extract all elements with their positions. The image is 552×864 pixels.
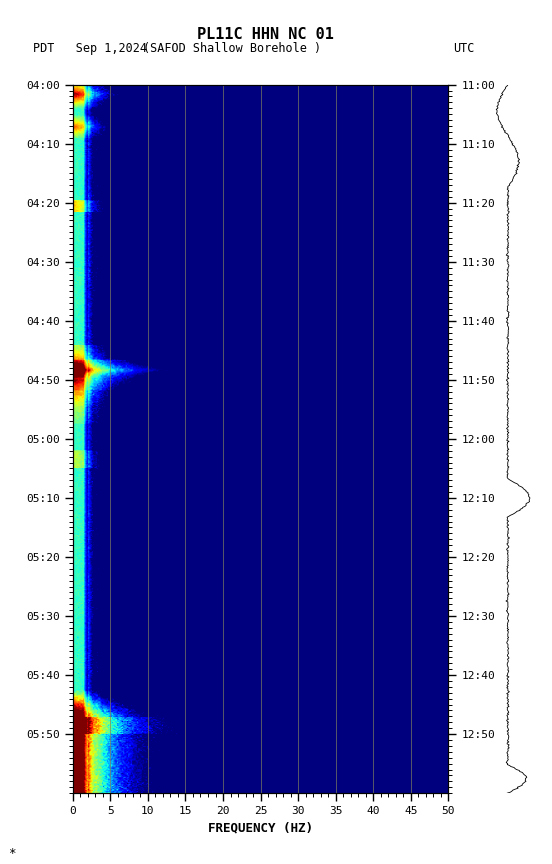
X-axis label: FREQUENCY (HZ): FREQUENCY (HZ) xyxy=(208,822,313,835)
Text: (SAFOD Shallow Borehole ): (SAFOD Shallow Borehole ) xyxy=(143,41,321,55)
Text: PL11C HHN NC 01: PL11C HHN NC 01 xyxy=(197,27,333,42)
Text: *: * xyxy=(8,847,16,860)
Text: UTC: UTC xyxy=(453,41,474,55)
Text: PDT   Sep 1,2024: PDT Sep 1,2024 xyxy=(33,41,147,55)
